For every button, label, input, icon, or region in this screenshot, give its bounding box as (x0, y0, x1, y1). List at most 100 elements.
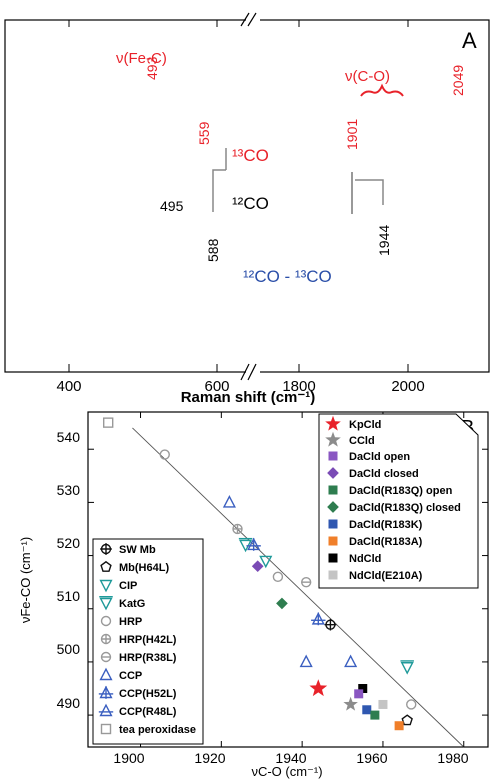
panel-a-xlabel: Raman shift (cm⁻¹) (181, 389, 316, 406)
data-point-square (354, 689, 364, 699)
data-point-square (328, 536, 338, 546)
data-point-square (328, 451, 338, 461)
x-tick-1960: 1960 (356, 750, 387, 766)
series-label-13co: ¹³CO (232, 146, 269, 165)
legend-left-label: Mb(H64L) (119, 562, 169, 574)
y-tick-490: 490 (57, 695, 81, 711)
data-point-star (325, 415, 341, 431)
peak-label-559: 559 (196, 121, 212, 145)
data-point-square-open (103, 417, 114, 428)
x-tick-1980: 1980 (437, 750, 468, 766)
data-point-square (358, 684, 368, 694)
legend-left-label: CCP(R48L) (119, 706, 177, 718)
panel-a-ticks (68, 20, 409, 372)
legend-right-markers (325, 415, 341, 580)
panel-b-ticks (88, 412, 488, 747)
data-point-star (309, 679, 328, 697)
data-point-cross-circle (324, 618, 337, 631)
legend-right-label: CCld (349, 435, 375, 447)
x-tick-1940: 1940 (275, 750, 306, 766)
trend-line (132, 427, 465, 748)
data-point-triangle-up (344, 654, 358, 668)
legend-right-label: DaCld open (349, 451, 410, 463)
data-point-pentagon (401, 714, 413, 726)
axis-break-line (240, 12, 250, 27)
c-o-brace (360, 83, 404, 97)
peak-label-495: 495 (160, 198, 184, 214)
data-point-circle (159, 449, 170, 460)
peak-label-1901: 1901 (344, 119, 360, 150)
legend-right-label: DaCld(R183A) (349, 536, 423, 548)
data-point-diamond (276, 597, 288, 610)
series-label-12co: ¹²CO (232, 194, 269, 213)
x-tick-2000: 2000 (391, 378, 424, 395)
data-point-circle-plus (100, 633, 112, 645)
data-point-triangle-up (222, 495, 236, 508)
panel-b-ylabel: νFe-CO (cm⁻¹) (18, 537, 33, 623)
x-tick-1800: 1800 (282, 378, 315, 395)
axis-break-line (240, 363, 250, 381)
data-point-square (370, 710, 380, 720)
y-tick-540: 540 (57, 429, 81, 445)
panel-b-xlabel: νC-O (cm⁻¹) (251, 764, 322, 779)
legend-left-label: tea peroxidase (119, 724, 196, 736)
data-point-circle-minus (300, 576, 312, 588)
data-point-square (394, 721, 404, 731)
axis-break-line (247, 12, 257, 27)
legend-right-label: DaCld(R183K) (349, 519, 423, 531)
peak-marker-1944 (355, 179, 384, 205)
peak-label-1944: 1944 (376, 225, 392, 256)
x-tick-1920: 1920 (194, 750, 225, 766)
data-point-circle (272, 571, 284, 583)
legend-right-label: DaCld closed (349, 468, 419, 480)
legend-left-label: HRP (119, 616, 142, 628)
legend-right-label: KpCld (349, 419, 381, 431)
c-o-label: ν(C-O) (345, 68, 390, 85)
peak-marker-559 (212, 148, 227, 212)
data-point-circle (406, 699, 417, 710)
axis-break-line (247, 363, 257, 381)
legend-left-label: CCP (119, 670, 142, 682)
legend-right-label: NdCld(E210A) (349, 570, 423, 582)
data-point-triangle-up-plus (98, 685, 114, 699)
legend-left-label: CIP (119, 580, 137, 592)
data-point-diamond (327, 501, 339, 513)
data-point-circle (100, 615, 112, 627)
legend-left: SW Mb Mb(H64L) CIP KatG HRP HRP(H42L) HR… (92, 538, 204, 745)
data-point-triangle-down-bar (400, 660, 414, 675)
legend-right-label: DaCld(R183Q) open (349, 485, 453, 497)
x-tick-400: 400 (56, 378, 81, 395)
peak-label-2049: 2049 (450, 65, 466, 96)
legend-right-box (318, 413, 479, 589)
legend-left-label: CCP(H52L) (119, 688, 177, 700)
series-label-difference: ¹²CO - ¹³CO (243, 267, 332, 286)
data-point-square (328, 519, 338, 529)
legend-left-label: HRP(H42L) (119, 634, 177, 646)
axis-break-gap (246, 12, 260, 378)
legend-left-label: SW Mb (119, 544, 156, 556)
legend-right: KpCld CCld DaCld open DaCld closed DaCld… (318, 413, 479, 589)
y-tick-530: 530 (57, 482, 81, 498)
legend-left-markers (98, 543, 114, 735)
y-tick-500: 500 (57, 641, 81, 657)
panel-a: A ν(Fe-C) ν(C-O) 493 559 495 588 1901 20… (4, 12, 490, 406)
data-point-triangle-down (259, 555, 273, 569)
peak-label-493: 493 (144, 56, 160, 80)
data-point-circle-minus (100, 651, 112, 663)
legend-right-label: DaCld(R183Q) closed (349, 502, 461, 514)
data-point-cross-circle (100, 543, 112, 555)
panel-b: B 490 500 510 520 530 540 1900 1920 1940… (18, 411, 489, 779)
data-point-triangle-down-bar (99, 596, 113, 611)
data-point-diamond (251, 560, 264, 573)
data-point-triangle-up-plus (246, 537, 261, 551)
y-tick-510: 510 (57, 588, 81, 604)
data-point-triangle-up-plus (311, 612, 326, 626)
data-point-square (328, 553, 338, 563)
data-point-square-open (100, 723, 112, 735)
x-tick-1900: 1900 (113, 750, 144, 766)
panel-a-label: A (462, 28, 477, 53)
data-point-square (378, 699, 388, 709)
panel-b-frame (87, 411, 489, 748)
data-point-triangle-up-minus (98, 703, 114, 717)
